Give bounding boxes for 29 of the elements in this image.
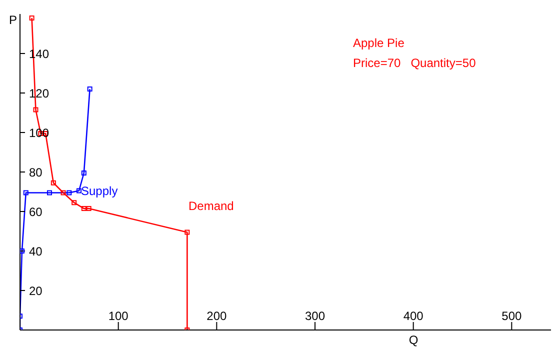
x-tick-label: 200 <box>206 309 227 323</box>
point <box>184 230 190 235</box>
y-tick-label: 60 <box>29 204 43 219</box>
point <box>81 170 86 176</box>
point <box>81 206 86 212</box>
point <box>76 188 82 194</box>
point <box>66 190 72 196</box>
point <box>47 190 52 196</box>
point <box>87 86 92 92</box>
point <box>33 107 38 112</box>
point <box>23 190 28 196</box>
point <box>29 15 34 20</box>
y-tick-label: 40 <box>29 244 43 258</box>
x-tick-label: 100 <box>108 309 129 323</box>
point <box>72 200 77 206</box>
point <box>60 190 66 196</box>
x-tick-label: 500 <box>502 309 522 323</box>
text: Apple Pie <box>353 35 406 52</box>
point <box>86 206 92 212</box>
x-axis-title: Q <box>408 333 418 347</box>
y-tick-label: 80 <box>29 165 43 180</box>
x-tick-label: 400 <box>403 309 424 323</box>
x-tick-label: 300 <box>304 309 326 323</box>
y-tick-label: 20 <box>29 284 43 298</box>
series-label: Demand <box>188 199 234 214</box>
text: Price=70 Quantity=50 <box>353 55 476 72</box>
y-axis-title: P <box>9 13 18 27</box>
series-label: Supply <box>81 184 118 198</box>
point <box>50 180 56 186</box>
